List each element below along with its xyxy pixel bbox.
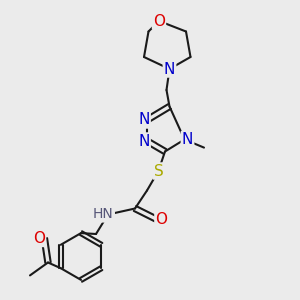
Text: N: N	[138, 134, 150, 148]
Text: O: O	[153, 14, 165, 28]
Text: O: O	[33, 231, 45, 246]
Text: O: O	[155, 212, 167, 226]
Text: HN: HN	[93, 208, 114, 221]
Text: N: N	[138, 112, 150, 128]
Text: N: N	[164, 61, 175, 76]
Text: N: N	[182, 132, 193, 147]
Text: S: S	[154, 164, 163, 178]
